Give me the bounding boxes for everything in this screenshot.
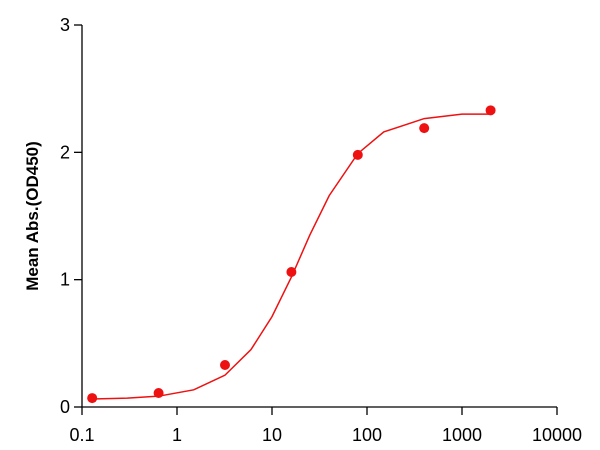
data-point [419, 123, 430, 134]
fit-curve [92, 113, 491, 400]
x-tick-label: 10000 [532, 425, 582, 445]
x-tick-label: 100 [352, 425, 382, 445]
data-point [87, 393, 98, 404]
data-point [485, 105, 496, 116]
x-tick-label: 1 [172, 425, 182, 445]
data-point [352, 149, 363, 160]
y-tick-label: 1 [60, 270, 70, 290]
x-tick-label: 10 [262, 425, 282, 445]
y-tick-label: 2 [60, 142, 70, 162]
y-tick-label: 3 [60, 15, 70, 35]
x-tick-label: 0.1 [69, 425, 94, 445]
data-point [153, 387, 164, 398]
y-tick-label: 0 [60, 397, 70, 417]
data-point [219, 359, 230, 370]
y-axis-label: Mean Abs.(OD450) [23, 141, 42, 291]
x-tick-label: 1000 [442, 425, 482, 445]
data-point [286, 267, 297, 278]
